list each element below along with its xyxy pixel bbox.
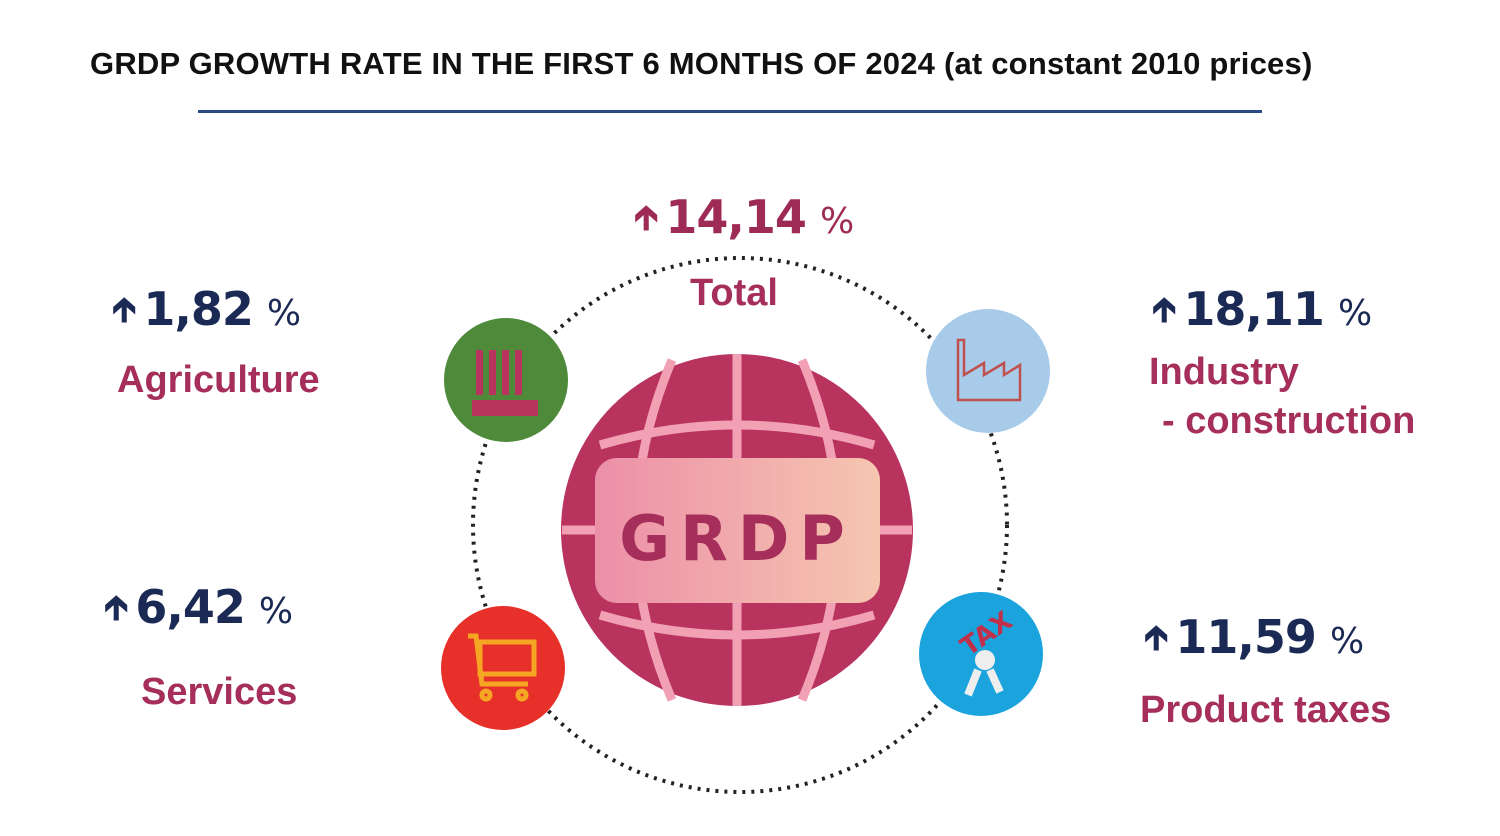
total-value: 🡱 14,14%	[634, 190, 854, 251]
page-title: GRDP GROWTH RATE IN THE FIRST 6 MONTHS O…	[90, 46, 1313, 81]
services-label: Services	[141, 669, 297, 714]
agriculture-label-text: Agriculture	[117, 359, 320, 401]
product-taxes-value-text: 11,59	[1175, 610, 1317, 664]
total-label-text: Total	[690, 272, 778, 314]
globe-icon: GRDP	[561, 354, 913, 706]
title-underline	[198, 110, 1262, 113]
percent-sign: %	[819, 201, 854, 242]
agriculture-value-text: 1,82	[143, 282, 253, 336]
percent-sign: %	[1337, 293, 1372, 334]
arrow-up-icon: 🡱	[1144, 618, 1168, 658]
product-taxes-label-text: Product taxes	[1140, 689, 1392, 731]
total-value-text: 14,14	[665, 190, 807, 244]
industry-label-line2: - construction	[1162, 398, 1415, 443]
total-label: Total	[690, 270, 778, 315]
percent-sign: %	[258, 591, 293, 632]
industry-value: 🡱 18,11%	[1152, 282, 1372, 343]
grdp-label: GRDP	[619, 502, 855, 575]
percent-sign: %	[1329, 621, 1364, 662]
percent-sign: %	[266, 293, 301, 334]
arrow-up-icon: 🡱	[104, 588, 128, 628]
product-taxes-label: Product taxes	[1140, 687, 1391, 732]
factory-icon	[956, 338, 1022, 402]
arrow-up-icon: 🡱	[634, 198, 658, 238]
agriculture-label: Agriculture	[117, 357, 320, 402]
services-value: 🡱 6,42%	[104, 580, 293, 641]
services-icon-badge	[441, 606, 565, 730]
product-taxes-value: 🡱 11,59%	[1144, 610, 1364, 671]
industry-label: Industry	[1149, 349, 1299, 394]
services-label-text: Services	[141, 671, 298, 713]
industry-label-line2-text: - construction	[1162, 400, 1416, 442]
industry-label-text: Industry	[1149, 351, 1299, 393]
industry-icon-badge	[926, 309, 1050, 433]
dotted-ring	[471, 256, 1009, 794]
shopping-cart-icon	[468, 633, 537, 702]
arrow-up-icon: 🡱	[112, 290, 136, 330]
wheat-icon	[472, 350, 538, 416]
services-value-text: 6,42	[135, 580, 245, 634]
agriculture-value: 🡱 1,82%	[112, 282, 301, 343]
arrow-up-icon: 🡱	[1152, 290, 1176, 330]
agriculture-icon-badge	[444, 318, 568, 442]
industry-value-text: 18,11	[1183, 282, 1325, 336]
product-taxes-icon-badge: TAX	[919, 592, 1043, 716]
